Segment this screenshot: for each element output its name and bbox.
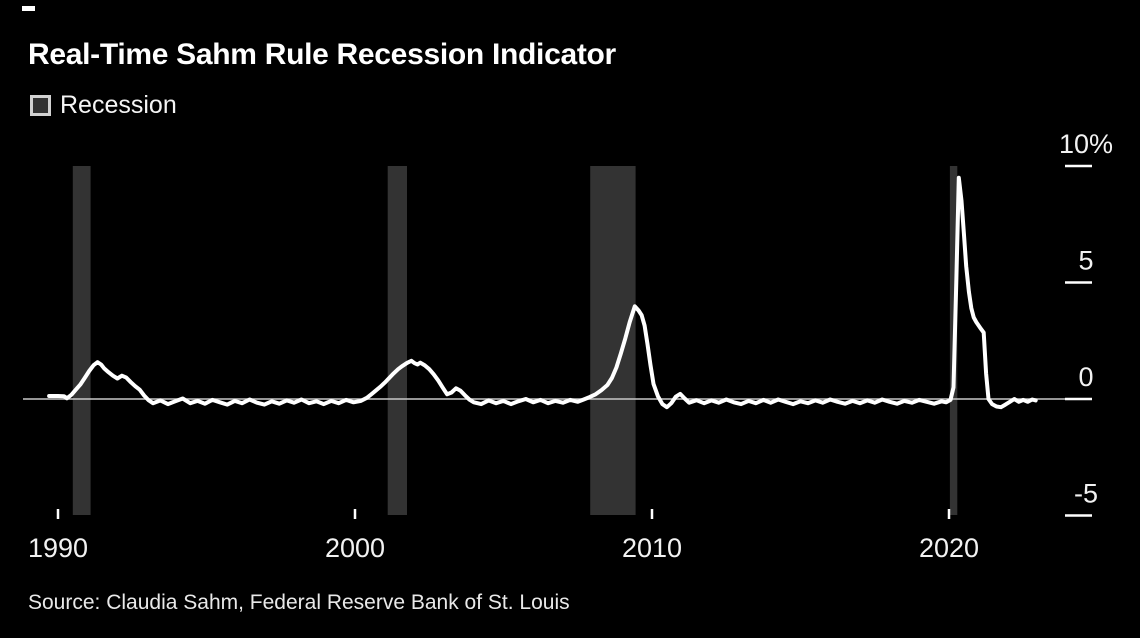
y-axis-label: 5 <box>1078 246 1093 276</box>
x-axis-label: 2010 <box>622 533 682 563</box>
legend: Recession <box>30 93 177 118</box>
recession-band <box>387 166 407 515</box>
x-axis-label: 1990 <box>28 533 88 563</box>
source-attribution: Source: Claudia Sahm, Federal Reserve Ba… <box>28 591 570 614</box>
x-axis-label: 2000 <box>325 533 385 563</box>
chart-title: Real-Time Sahm Rule Recession Indicator <box>28 38 616 71</box>
legend-label: Recession <box>60 91 177 119</box>
recession-band <box>590 166 636 515</box>
y-axis-label: 10% <box>1059 129 1113 159</box>
corner-tick-mark <box>22 6 35 11</box>
y-axis-label: 0 <box>1078 362 1093 392</box>
recession-band <box>72 166 91 515</box>
recession-band-swatch <box>30 95 51 116</box>
sahm-indicator-line <box>47 175 1038 410</box>
x-axis-label: 2020 <box>919 533 979 563</box>
y-axis-label: -5 <box>1074 479 1098 509</box>
